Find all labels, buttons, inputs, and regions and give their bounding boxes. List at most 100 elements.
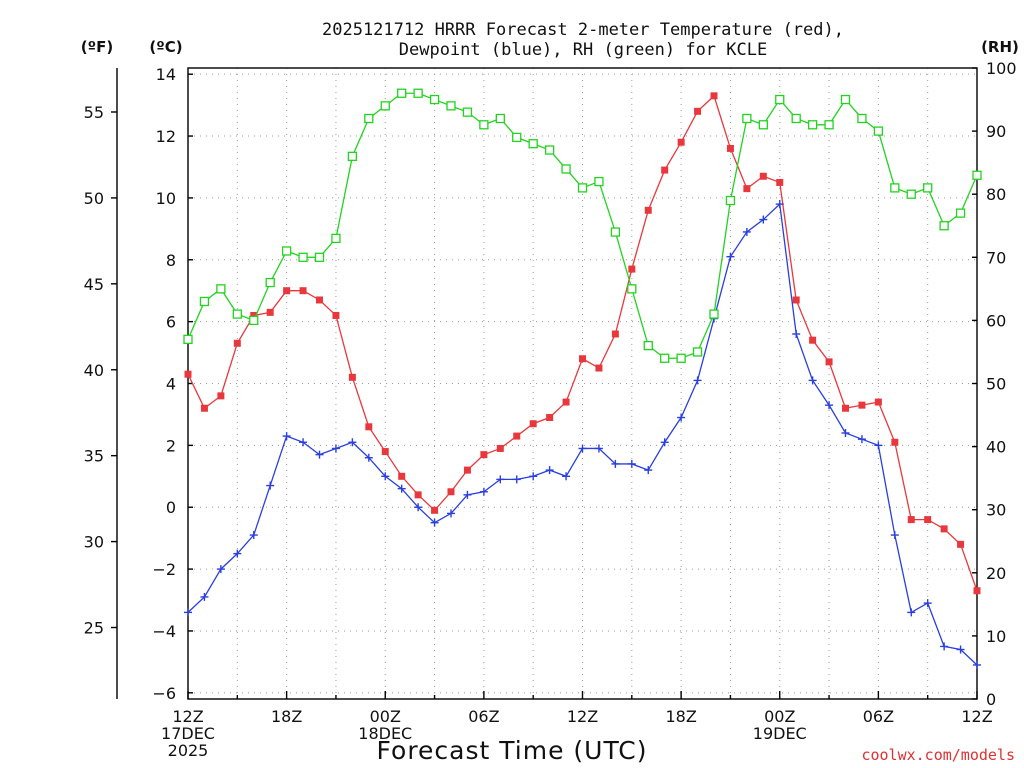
data-point bbox=[940, 642, 949, 651]
data-point bbox=[611, 330, 619, 338]
data-point bbox=[429, 94, 440, 105]
data-point bbox=[512, 132, 522, 143]
data-point bbox=[299, 287, 307, 295]
data-point bbox=[348, 438, 357, 447]
data-point bbox=[398, 472, 406, 480]
data-point bbox=[298, 252, 308, 262]
fahrenheit-unit-label: (ºF) bbox=[81, 38, 113, 56]
x-tick-label: 2025 bbox=[168, 741, 209, 760]
data-point bbox=[479, 487, 488, 496]
data-point bbox=[660, 353, 670, 363]
data-point bbox=[611, 459, 620, 468]
data-point bbox=[891, 438, 899, 446]
x-tick-label: 12Z bbox=[172, 707, 203, 726]
data-point bbox=[463, 490, 472, 499]
data-point bbox=[413, 88, 423, 98]
data-point bbox=[644, 206, 652, 214]
tick-labels: −6 −4 −2 0 2 4 6 8 10 12 14 25 30 35 40 45 50 55 0 10 20 30 40… bbox=[84, 59, 1017, 760]
data-point bbox=[743, 185, 751, 193]
celsius-tick-label: 0 bbox=[166, 498, 176, 517]
data-point bbox=[183, 334, 193, 344]
celsius-tick-label: −2 bbox=[152, 560, 176, 579]
data-point bbox=[973, 660, 981, 669]
data-point bbox=[807, 120, 818, 130]
data-point bbox=[726, 252, 735, 261]
data-point bbox=[199, 296, 210, 307]
data-point bbox=[266, 308, 274, 316]
data-point bbox=[496, 444, 504, 452]
data-point bbox=[364, 113, 374, 124]
grid-lines bbox=[188, 68, 977, 699]
data-point bbox=[627, 459, 636, 468]
data-point bbox=[495, 113, 505, 124]
rh-tick-label: 70 bbox=[986, 248, 1006, 267]
data-point bbox=[545, 466, 554, 475]
data-point bbox=[184, 608, 192, 617]
x-axis-label: Forecast Time (UTC) bbox=[377, 736, 648, 765]
x-tick-label: 18Z bbox=[665, 707, 696, 726]
data-point bbox=[380, 101, 390, 111]
data-point bbox=[281, 246, 292, 256]
data-point bbox=[906, 189, 916, 199]
data-point bbox=[776, 178, 784, 186]
celsius-tick-label: −6 bbox=[152, 684, 176, 703]
data-point bbox=[594, 444, 603, 453]
fahrenheit-tick-label: 55 bbox=[84, 103, 104, 122]
data-point bbox=[710, 92, 718, 100]
data-point bbox=[955, 208, 966, 218]
data-point bbox=[725, 195, 736, 206]
data-point bbox=[907, 516, 915, 524]
data-point bbox=[874, 441, 883, 450]
data-point bbox=[709, 309, 719, 319]
data-point bbox=[233, 339, 241, 347]
celsius-tick-label: 12 bbox=[156, 127, 176, 146]
data-point bbox=[562, 398, 570, 406]
data-point bbox=[661, 166, 669, 174]
data-point bbox=[577, 183, 588, 193]
celsius-tick-label: 6 bbox=[166, 313, 176, 332]
data-point bbox=[775, 94, 785, 105]
data-point bbox=[397, 88, 407, 98]
data-point bbox=[381, 472, 390, 481]
data-point bbox=[791, 113, 801, 124]
data-point bbox=[381, 448, 389, 456]
data-point bbox=[676, 353, 686, 363]
data-point bbox=[544, 145, 555, 155]
x-tick-label: 18DEC bbox=[358, 724, 412, 743]
data-point bbox=[693, 376, 702, 385]
data-point bbox=[858, 401, 866, 409]
data-point bbox=[266, 481, 275, 490]
data-point bbox=[643, 340, 653, 351]
data-point bbox=[546, 414, 554, 422]
data-point bbox=[824, 120, 834, 130]
data-point bbox=[792, 296, 800, 304]
data-point bbox=[249, 531, 258, 540]
data-point bbox=[216, 565, 225, 574]
x-tick-label: 06Z bbox=[863, 707, 894, 726]
data-point bbox=[480, 451, 488, 459]
data-point bbox=[890, 183, 900, 193]
rh-tick-label: 40 bbox=[986, 438, 1006, 457]
data-point bbox=[314, 252, 325, 262]
data-point bbox=[775, 200, 784, 209]
rh-tick-label: 20 bbox=[986, 564, 1006, 583]
data-point bbox=[414, 491, 422, 499]
rh-tick-label: 80 bbox=[986, 185, 1006, 204]
fahrenheit-tick-label: 50 bbox=[84, 189, 104, 208]
rh-tick-label: 10 bbox=[986, 627, 1006, 646]
rh-tick-label: 50 bbox=[986, 375, 1006, 394]
rh-tick-label: 90 bbox=[986, 122, 1006, 141]
x-tick-label: 12Z bbox=[961, 707, 992, 726]
x-tick-label: 06Z bbox=[468, 707, 499, 726]
data-point bbox=[742, 113, 752, 124]
data-point bbox=[528, 139, 538, 149]
data-point bbox=[841, 428, 850, 437]
data-point bbox=[479, 120, 489, 130]
data-point bbox=[677, 138, 685, 146]
data-point bbox=[873, 126, 884, 136]
data-point bbox=[447, 509, 455, 518]
data-point bbox=[726, 144, 734, 152]
data-point bbox=[956, 645, 965, 654]
celsius-unit-label: (ºC) bbox=[149, 38, 182, 56]
